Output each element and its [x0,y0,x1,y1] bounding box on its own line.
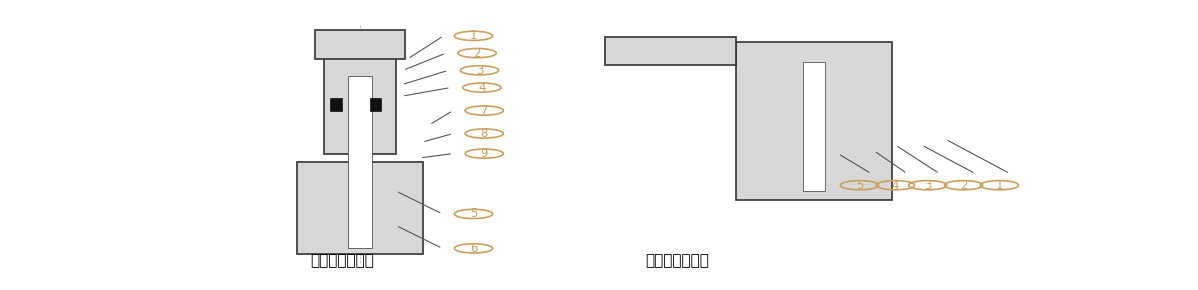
Text: 2: 2 [473,47,480,59]
FancyBboxPatch shape [325,53,395,154]
Text: ハーフユニオン: ハーフユニオン [310,253,374,269]
Text: 3: 3 [476,64,483,77]
Text: 9: 9 [480,147,488,160]
Text: 3: 3 [924,179,931,192]
FancyBboxPatch shape [605,37,737,65]
Text: 8: 8 [480,127,488,140]
Text: 2: 2 [960,179,967,192]
Text: エルボユニオン: エルボユニオン [645,253,709,269]
Text: 1: 1 [470,29,477,42]
FancyBboxPatch shape [369,98,381,110]
Text: 6: 6 [470,242,477,255]
FancyBboxPatch shape [331,98,341,110]
Text: 5: 5 [855,179,864,192]
FancyBboxPatch shape [315,30,405,59]
Text: 4: 4 [891,179,900,192]
Text: 4: 4 [478,81,485,94]
FancyBboxPatch shape [737,41,891,200]
Text: 1: 1 [996,179,1003,192]
FancyBboxPatch shape [347,76,371,249]
FancyBboxPatch shape [297,162,423,254]
FancyBboxPatch shape [804,62,825,191]
Text: 7: 7 [480,104,488,117]
Text: 5: 5 [470,207,477,220]
